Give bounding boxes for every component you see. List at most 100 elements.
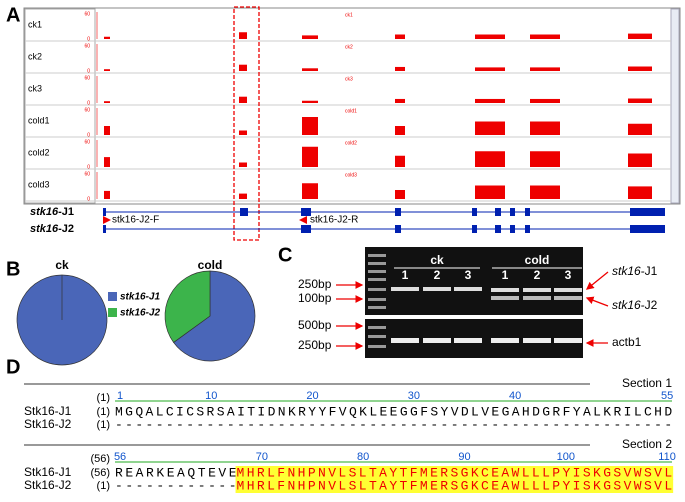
track-name: cold1 — [28, 115, 50, 125]
coverage-peak — [395, 66, 405, 71]
band — [554, 288, 582, 292]
ruler-number: 90 — [458, 451, 470, 463]
ruler-number: 110 — [658, 451, 676, 463]
ruler-number: 20 — [306, 390, 318, 402]
coverage-peak — [302, 183, 318, 199]
scale-min: 0 — [87, 100, 90, 106]
isoform: -J2 — [58, 223, 74, 235]
ruler-number: 70 — [256, 451, 268, 463]
coverage-peak — [628, 66, 652, 71]
scale-max: 60 — [84, 171, 90, 177]
coverage-peak — [302, 117, 318, 135]
row-name: Stk16-J1 — [24, 404, 72, 418]
gene-name: stk16 — [30, 223, 59, 235]
legend-swatch — [108, 308, 117, 317]
gene-name: stk16 — [612, 264, 641, 278]
band — [554, 338, 582, 343]
track-name: ck1 — [28, 19, 42, 29]
scale-min: 0 — [87, 132, 90, 138]
exon — [495, 208, 501, 216]
coverage-peak — [395, 34, 405, 39]
coverage-peak — [239, 96, 247, 103]
lane-label: 3 — [565, 268, 572, 282]
track-subname: ck3 — [345, 76, 353, 82]
row-start: (1) — [97, 480, 110, 492]
lane-label: 2 — [434, 268, 441, 282]
coverage-peak — [239, 193, 247, 199]
coverage-peak — [628, 186, 652, 199]
coverage-peak — [530, 98, 560, 103]
coverage-peak — [530, 67, 560, 71]
band — [554, 296, 582, 300]
exon — [301, 208, 311, 216]
primer-label: stk16-J2-F — [112, 215, 159, 226]
coverage-peak — [104, 126, 110, 135]
primer-r — [299, 216, 307, 224]
ladder-band — [368, 278, 386, 281]
marker-label: 500bp — [298, 318, 332, 332]
lane-label: 1 — [402, 268, 409, 282]
exon — [395, 225, 401, 233]
scale-min: 0 — [87, 196, 90, 202]
coverage-peak — [475, 151, 505, 167]
ladder-band — [368, 306, 386, 309]
coverage-peak — [530, 34, 560, 39]
arrow — [585, 296, 609, 307]
ruler-number: 30 — [408, 390, 420, 402]
coverage-peak — [239, 32, 247, 39]
exon — [495, 225, 501, 233]
ruler-number: 80 — [357, 451, 369, 463]
band — [391, 287, 419, 291]
panel-label: D — [6, 356, 20, 378]
pie-slice — [173, 270, 256, 362]
scale-min: 0 — [87, 36, 90, 42]
row-name: Stk16-J2 — [24, 478, 72, 492]
band-label: stk16-J2 — [612, 298, 658, 312]
arrow — [585, 271, 609, 290]
legend-label: stk16-J1 — [120, 292, 160, 303]
gene-name: stk16 — [612, 298, 641, 312]
lane-label: 2 — [534, 268, 541, 282]
band — [523, 296, 551, 300]
exon — [510, 208, 515, 216]
ruler-number: 40 — [509, 390, 521, 402]
coverage-peak — [104, 157, 110, 167]
track-subname: ck2 — [345, 44, 353, 50]
row-start: (1) — [97, 419, 110, 431]
coverage-peak — [239, 64, 247, 71]
panel-label: B — [6, 258, 20, 280]
row-name: Stk16-J2 — [24, 417, 72, 431]
marker-label: 100bp — [298, 291, 332, 305]
row-start: (1) — [97, 406, 110, 418]
section-title: Section 1 — [622, 376, 672, 390]
exon — [630, 225, 665, 233]
exon — [301, 225, 311, 233]
primer-f — [103, 216, 111, 224]
pie-slice — [164, 270, 211, 343]
ladder-band — [368, 270, 386, 273]
exon — [472, 208, 477, 216]
ruler-number: 1 — [117, 390, 123, 402]
coverage-peak — [628, 33, 652, 39]
marker-label: 250bp — [298, 338, 332, 352]
track-name: cold3 — [28, 179, 50, 189]
coverage-peak — [104, 190, 110, 199]
track-name: cold2 — [28, 147, 50, 157]
group-label: ck — [430, 253, 444, 267]
sequence-highlight: MHRLFNHPNVLSLTAYTFMERSGKCEAWLLLPYISKGSVW… — [237, 478, 673, 493]
pie-title: ck — [55, 258, 69, 272]
coverage-peak — [530, 121, 560, 135]
scale-min: 0 — [87, 68, 90, 74]
gene-name: stk16 — [30, 206, 59, 218]
coverage-peak — [104, 101, 110, 103]
gel-top — [365, 247, 583, 315]
highlight-box — [233, 6, 260, 241]
track-subname: cold1 — [345, 108, 357, 114]
band — [491, 338, 519, 343]
exon — [103, 208, 106, 216]
coverage-peak — [530, 151, 560, 167]
exon — [525, 208, 530, 216]
highlight-bg — [235, 479, 674, 493]
exon — [630, 208, 665, 216]
group-label: cold — [525, 253, 550, 267]
